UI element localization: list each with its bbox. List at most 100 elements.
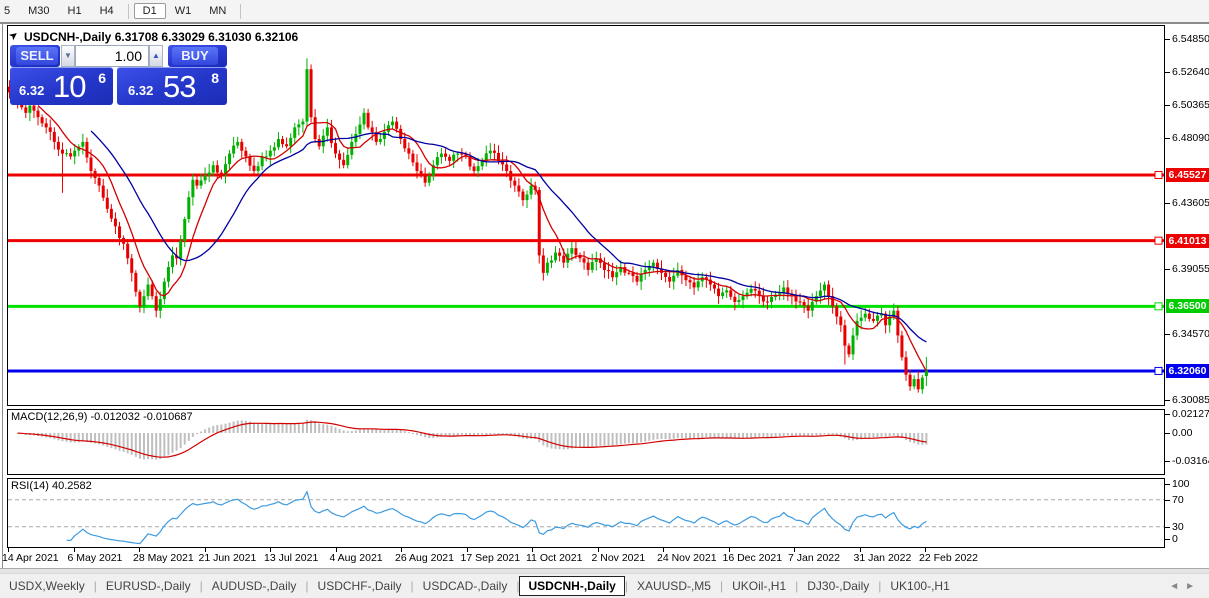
macd-pane[interactable] <box>7 409 1165 475</box>
line-endpoint-marker[interactable] <box>1154 236 1163 245</box>
candle <box>509 171 513 181</box>
candle <box>8 86 11 93</box>
rsi-axis-tick <box>1165 484 1170 485</box>
candle <box>733 296 737 302</box>
candle <box>863 313 867 318</box>
timeframe-button-h4[interactable]: H4 <box>99 5 114 17</box>
candle <box>823 284 826 291</box>
line-endpoint-marker[interactable] <box>1154 302 1163 311</box>
candles-group <box>8 58 928 394</box>
date-axis-label: 22 Feb 2022 <box>919 552 978 564</box>
candle <box>920 377 924 390</box>
scroll-right-icon[interactable]: ► <box>1185 580 1201 592</box>
volume-input[interactable]: 1.00 <box>75 45 149 67</box>
volume-increase-button[interactable]: ▲ <box>149 45 163 67</box>
sell-price-cell[interactable]: 6.32 10 6 <box>10 67 113 105</box>
timeframe-button-h1[interactable]: H1 <box>67 5 82 17</box>
tab-eurusd-daily[interactable]: EURUSD-,Daily <box>105 579 191 593</box>
candle <box>338 153 342 160</box>
buy-price-cell[interactable]: 6.32 53 8 <box>117 67 227 105</box>
macd-axis-tick <box>1165 414 1170 415</box>
chart-title: USDCNH-,Daily 6.31708 6.33029 6.31030 6.… <box>24 30 298 44</box>
candle <box>317 139 321 147</box>
candle <box>639 273 643 282</box>
candle <box>635 276 639 282</box>
date-axis-label: 21 Jun 2021 <box>198 552 257 564</box>
candle <box>228 153 232 165</box>
candle <box>419 171 423 175</box>
tab-ukoil-h1[interactable]: UKOil-,H1 <box>732 579 787 593</box>
candlestick-canvas[interactable] <box>8 26 1164 405</box>
candle <box>594 258 598 263</box>
candle <box>696 281 700 288</box>
price-line-label: 6.45527 <box>1166 168 1209 182</box>
candle <box>272 147 276 151</box>
timeframe-button-d1[interactable]: D1 <box>133 3 166 19</box>
date-axis-label: 13 Jul 2021 <box>264 552 319 564</box>
rsi-axis-label: 70 <box>1172 494 1184 506</box>
candle <box>439 153 443 158</box>
candle <box>207 172 211 176</box>
tab-xauusd-m5[interactable]: XAUUSD-,M5 <box>636 579 711 593</box>
tab-usdcad-daily[interactable]: USDCAD-,Daily <box>422 579 508 593</box>
price-axis-label: 6.48090 <box>1172 131 1209 144</box>
candle <box>48 127 52 132</box>
candle <box>342 159 346 166</box>
candle <box>175 255 179 259</box>
tab-separator: | <box>624 579 628 593</box>
candle <box>916 379 920 390</box>
toolbar-separator <box>240 3 242 19</box>
candle <box>391 121 395 126</box>
candle <box>386 125 390 132</box>
tab-usdcnh-daily[interactable]: USDCNH-,Daily <box>519 576 625 596</box>
timeframe-toolbar: 5 M30 H1 H4 D1 W1 MN <box>0 0 1209 23</box>
candle <box>289 137 293 147</box>
date-axis-label: 14 Apr 2021 <box>2 552 59 564</box>
price-axis-label: 6.39055 <box>1172 263 1209 276</box>
price-line-label: 6.36500 <box>1166 299 1209 314</box>
buy-price-sup: 8 <box>211 70 219 86</box>
candle <box>448 156 452 161</box>
candle <box>423 174 427 183</box>
line-endpoint-marker[interactable] <box>1154 171 1163 179</box>
line-endpoint-marker[interactable] <box>1154 366 1163 375</box>
candle <box>199 180 203 186</box>
timeframe-button-m30[interactable]: M30 <box>28 5 50 17</box>
candle <box>855 320 859 336</box>
tab-uk100-h1[interactable]: UK100-,H1 <box>890 579 950 593</box>
tab-usdchf-daily[interactable]: USDCHF-,Daily <box>317 579 402 593</box>
volume-decrease-button[interactable]: ▼ <box>61 45 75 67</box>
timeframe-button-w1[interactable]: W1 <box>174 5 192 17</box>
candle <box>358 124 362 134</box>
candle <box>888 316 892 326</box>
candle <box>806 305 810 311</box>
macd-axis-label: 0.021276 <box>1172 408 1209 420</box>
candle <box>187 197 191 220</box>
rsi-pane[interactable] <box>7 478 1165 548</box>
tab-audusd-daily[interactable]: AUDUSD-,Daily <box>211 579 297 593</box>
tab-usdx-weekly[interactable]: USDX,Weekly <box>9 579 85 593</box>
candle <box>215 165 219 173</box>
candle <box>761 296 765 302</box>
price-axis-tick <box>1165 202 1170 204</box>
tab-scroll-arrows: ◄► <box>1169 581 1201 592</box>
price-axis-tick <box>1165 39 1170 41</box>
scroll-left-icon[interactable]: ◄ <box>1169 580 1186 592</box>
candle <box>150 284 154 297</box>
sell-button[interactable]: SELL <box>16 47 58 65</box>
candle <box>183 219 187 241</box>
candle <box>900 335 904 358</box>
timeframe-button-5[interactable]: 5 <box>4 5 11 17</box>
tab-dj30-daily[interactable]: DJ30-,Daily <box>807 579 870 593</box>
candle <box>847 345 851 355</box>
candle <box>668 276 672 282</box>
macd-axis-tick <box>1165 433 1170 434</box>
candle <box>113 218 117 227</box>
candle <box>867 313 871 319</box>
buy-button[interactable]: BUY <box>172 47 218 65</box>
candle <box>138 291 142 307</box>
candle <box>631 272 635 277</box>
macd-canvas[interactable] <box>8 410 1164 474</box>
rsi-canvas[interactable] <box>8 479 1164 547</box>
timeframe-button-mn[interactable]: MN <box>209 5 227 17</box>
